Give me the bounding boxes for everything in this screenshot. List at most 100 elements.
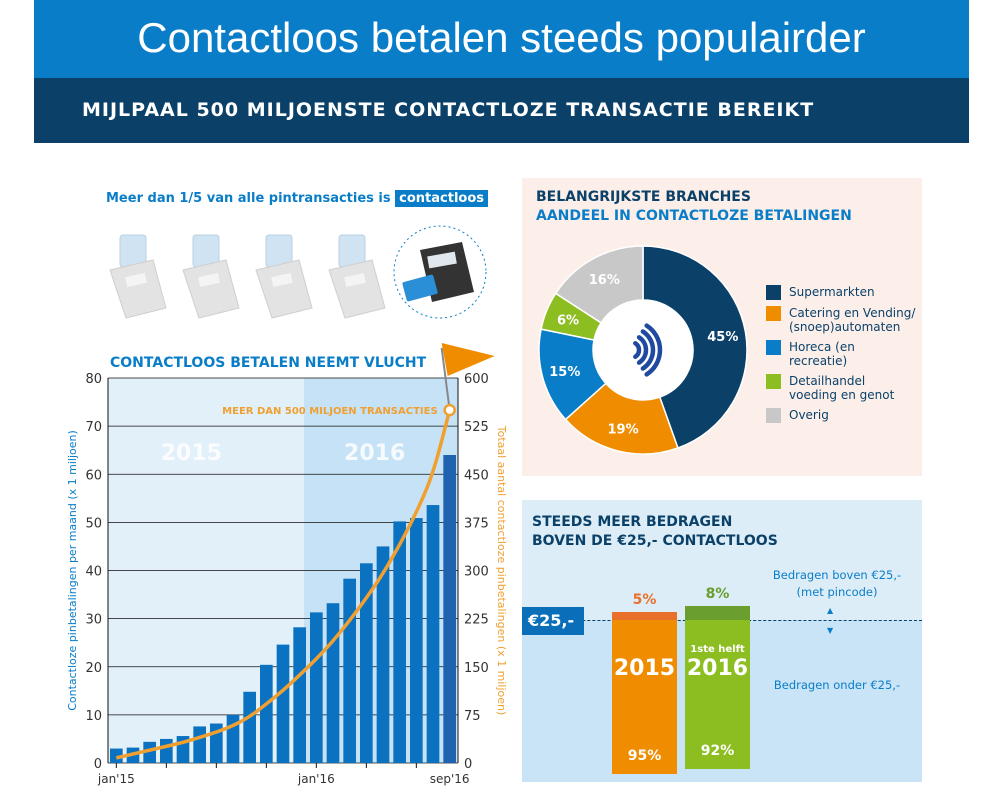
y2-axis-label: Totaal aantal contactloze pinbetalingen …	[495, 425, 508, 716]
y2-tick-label: 450	[464, 468, 489, 483]
legend-swatch	[766, 374, 781, 389]
tagline: Meer dan 1/5 van alle pintransacties is …	[106, 190, 489, 207]
bar	[443, 455, 456, 763]
legend-swatch	[766, 408, 781, 423]
bar-year: 2016	[686, 656, 749, 681]
y-tick-label: 10	[85, 709, 102, 724]
legend-swatch	[766, 306, 781, 321]
legend-item: Horeca (en recreatie)	[766, 340, 916, 368]
x-tick-label: jan'16	[297, 772, 335, 786]
y2-tick-label: 225	[464, 613, 489, 628]
above-sublabel: (met pincode)	[796, 585, 878, 599]
bar	[160, 738, 173, 763]
arrow-down-icon: ▼	[827, 626, 834, 635]
pie-slice-label: 6%	[557, 313, 579, 328]
page-title: Contactloos betalen steeds populairder	[34, 0, 969, 78]
bar	[393, 521, 406, 763]
bar	[343, 578, 356, 763]
below-percent: 95%	[627, 747, 662, 764]
above-label: Bedragen boven €25,-	[772, 568, 902, 582]
terminals-illustration	[109, 225, 487, 319]
bar	[260, 664, 273, 763]
bar	[360, 563, 373, 763]
amounts-subtitle: BOVEN DE €25,- CONTACTLOOS	[532, 533, 778, 549]
y2-tick-label: 300	[464, 565, 489, 580]
below-label: Bedragen onder €25,-	[773, 678, 901, 692]
terminal-screen	[427, 251, 457, 269]
period-label-2016: 2016	[344, 441, 405, 466]
terminal-screen	[344, 273, 366, 287]
bar	[293, 627, 306, 763]
contactless-icon	[636, 335, 649, 365]
milestone-annotation: MEER DAN 500 MILJOEN TRANSACTIES	[222, 406, 437, 417]
bar	[310, 612, 323, 763]
pie-slice-label: 16%	[589, 273, 620, 288]
bar	[243, 691, 256, 763]
terminal-body	[109, 259, 167, 319]
bar	[143, 741, 156, 763]
bar	[276, 644, 290, 763]
pie-title: BELANGRIJKSTE BRANCHES	[536, 189, 751, 205]
y2-tick-label: 375	[464, 516, 489, 531]
y-tick-label: 70	[85, 420, 102, 435]
contactless-icon	[644, 323, 663, 377]
x-tick-label: jan'15	[97, 772, 135, 786]
tagline-highlight: contactloos	[395, 190, 489, 207]
bar-below-threshold	[612, 620, 677, 774]
card-icon	[402, 274, 438, 302]
pie-slice-label: 15%	[549, 365, 580, 380]
y-tick-label: 60	[85, 468, 102, 483]
arrow-up-icon: ▲	[827, 606, 834, 615]
y-axis-label: Contactloze pinbetalingen per maand (x 1…	[66, 430, 79, 711]
amounts-title: STEEDS MEER BEDRAGEN	[532, 514, 733, 530]
y-tick-label: 50	[85, 516, 102, 531]
legend-label: Supermarkten	[789, 285, 875, 299]
terminal-body	[255, 259, 313, 319]
y2-tick-label: 525	[464, 420, 489, 435]
tagline-text: Meer dan 1/5 van alle pintransacties is	[106, 191, 391, 206]
flag-pole	[440, 347, 451, 411]
y2-tick-label: 600	[464, 372, 489, 387]
terminal-highlighted-icon	[393, 225, 487, 319]
y2-tick-label: 0	[464, 757, 472, 772]
x-tick-label: sep'16	[430, 772, 470, 786]
legend-item: Catering en Vending/ (snoep)automaten	[766, 306, 916, 334]
y-tick-label: 40	[85, 565, 102, 580]
y-tick-label: 80	[85, 372, 102, 387]
pie-legend: Supermarkten Catering en Vending/ (snoep)…	[766, 285, 916, 429]
legend-item: Overig	[766, 408, 916, 423]
legend-label: Overig	[789, 408, 829, 422]
legend-item: Detailhandel voeding en genot	[766, 374, 916, 402]
legend-label: Horeca (en recreatie)	[789, 340, 855, 368]
above-percent: 8%	[705, 586, 730, 603]
legend-label: Detailhandel voeding en genot	[789, 374, 895, 402]
legend-swatch	[766, 340, 781, 355]
amounts-panel: STEEDS MEER BEDRAGEN BOVEN DE €25,- CONT…	[522, 500, 922, 782]
threshold-badge: €25,-	[522, 607, 584, 635]
terminal-body	[328, 259, 386, 319]
below-percent: 92%	[700, 743, 735, 760]
terminal-body	[182, 259, 240, 319]
bar	[193, 726, 206, 763]
legend-label: Catering en Vending/ (snoep)automaten	[789, 306, 916, 334]
bar-chart-title: CONTACTLOOS BETALEN NEEMT VLUCHT	[110, 355, 427, 371]
bar	[326, 603, 340, 763]
contactless-icon	[633, 341, 642, 359]
pie-slice-label: 45%	[707, 330, 738, 345]
legend-swatch	[766, 285, 781, 300]
bar	[410, 518, 423, 763]
y-tick-label: 20	[85, 661, 102, 676]
above-percent: 5%	[632, 591, 657, 608]
contactless-icon	[640, 329, 656, 371]
flag-icon	[441, 343, 495, 376]
y-tick-label: 0	[94, 757, 102, 772]
pie-chart: 45% 19% 15% 6% 16%	[538, 245, 748, 455]
terminal-screen	[271, 273, 293, 287]
bar	[376, 546, 390, 763]
pie-subtitle: AANDEEL IN CONTACTLOZE BETALINGEN	[536, 208, 852, 224]
pie-panel: BELANGRIJKSTE BRANCHES AANDEEL IN CONTAC…	[522, 178, 922, 476]
terminal-icon	[328, 234, 386, 319]
y2-tick-label: 150	[464, 661, 489, 676]
terminal-icon	[255, 234, 313, 319]
cumulative-line	[115, 409, 452, 760]
